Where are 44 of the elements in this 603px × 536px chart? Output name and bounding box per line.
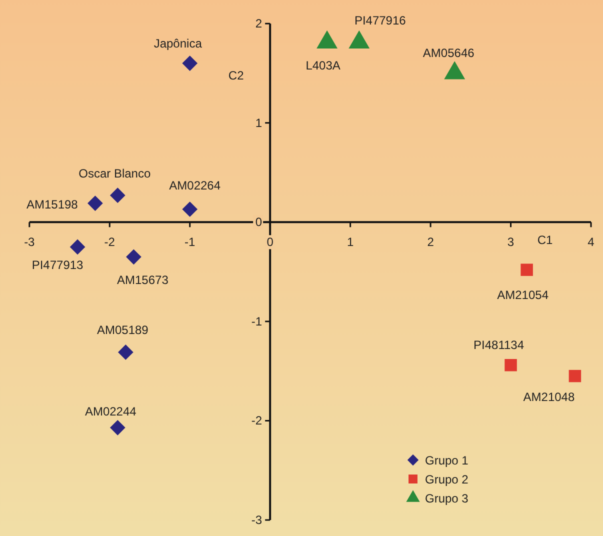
annotation: AM15673 <box>117 272 169 287</box>
point <box>110 420 126 436</box>
annotation: PI481134 <box>474 338 524 352</box>
point <box>88 196 103 211</box>
annotation: AM02244 <box>84 404 137 419</box>
legend-label: Grupo 1 <box>425 454 469 468</box>
legend-label: Grupo 2 <box>425 472 469 486</box>
annotation: Oscar Blanco <box>78 166 151 180</box>
annotation: AM05189 <box>96 323 149 338</box>
point <box>504 359 517 372</box>
annotation: PI477913 <box>32 258 84 272</box>
annotation: AM02264 <box>169 178 221 192</box>
annotation: AM21048 <box>523 390 575 404</box>
y-tick-label: 1 <box>255 116 262 130</box>
point <box>568 370 582 382</box>
x-tick-label: -1 <box>184 235 196 250</box>
y-tick-label: -3 <box>251 513 262 527</box>
annotation: PI477916 <box>354 13 406 28</box>
annotation: AM15198 <box>26 197 78 212</box>
annotation: Japônica <box>154 36 202 50</box>
legend-label: Grupo 3 <box>425 492 469 506</box>
y-tick-label: -1 <box>251 314 262 328</box>
y-tick-label: 2 <box>255 16 262 31</box>
x-tick-label: 0 <box>266 235 274 250</box>
x-tick-label: 2 <box>427 235 434 250</box>
point <box>70 239 86 255</box>
point <box>118 344 134 360</box>
annotation: AM21054 <box>497 288 549 302</box>
point <box>110 188 126 204</box>
point <box>520 264 533 276</box>
annotation: AM05646 <box>422 46 475 60</box>
point <box>126 249 142 265</box>
y-tick-label: -2 <box>251 414 262 428</box>
x-tick-label: 4 <box>588 235 595 250</box>
x-tick-label: 1 <box>346 235 354 250</box>
x-tick-label: -3 <box>24 235 36 250</box>
point <box>182 56 198 71</box>
y-tick-label: 0 <box>255 215 262 230</box>
x-tick-label: 3 <box>507 235 514 250</box>
x-axis-title: C1 <box>537 233 553 248</box>
point <box>182 202 198 217</box>
annotation: L403A <box>306 58 340 72</box>
y-axis-title: C2 <box>228 68 244 83</box>
x-tick-label: -2 <box>104 235 116 250</box>
